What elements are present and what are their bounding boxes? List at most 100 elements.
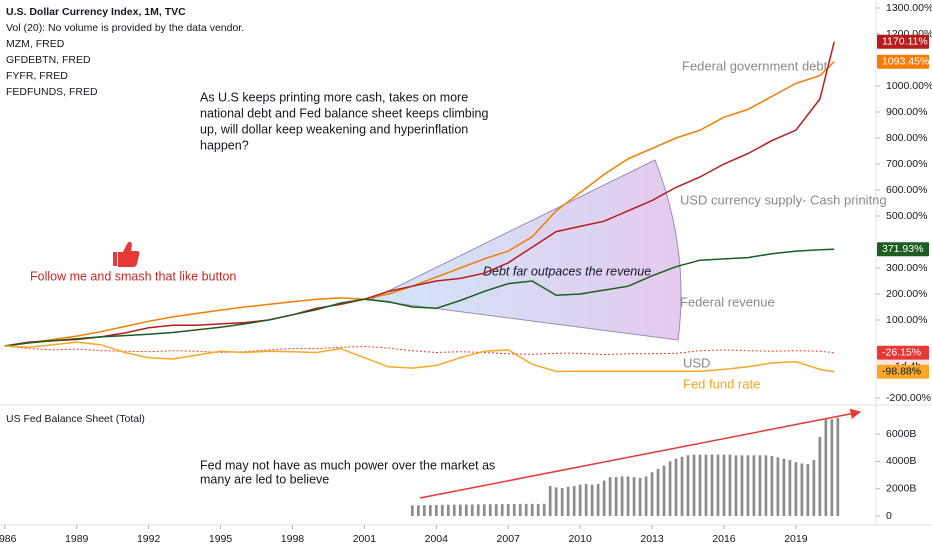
bar	[788, 460, 792, 517]
legend: U.S. Dollar Currency Index, 1M, TVC Vol …	[6, 6, 244, 98]
bar	[752, 455, 756, 517]
bar	[596, 483, 600, 517]
bar	[734, 455, 738, 517]
bar	[644, 476, 648, 517]
series-line	[4, 345, 835, 356]
bar	[650, 472, 654, 517]
x-tick-label: 2001	[353, 533, 377, 545]
last-value-label: 1170.11%	[882, 36, 928, 48]
bar	[434, 504, 438, 517]
y-tick-label: -200.00%	[886, 392, 931, 404]
y-tick-label: 900.00%	[886, 106, 927, 118]
last-value-box	[877, 54, 929, 69]
bar	[506, 504, 510, 517]
bar	[548, 486, 552, 517]
last-value-label: -26.15%	[882, 347, 921, 359]
bar	[776, 457, 780, 517]
bar	[572, 486, 576, 517]
bar	[524, 503, 528, 517]
bar	[566, 486, 570, 517]
bar	[674, 458, 678, 517]
bar	[764, 455, 768, 517]
bar	[584, 483, 588, 517]
series-label: Federal government debt	[682, 58, 828, 73]
bar	[620, 476, 624, 517]
bar	[662, 465, 666, 517]
x-tick-label: 2007	[497, 533, 521, 545]
annotation: Fed may not have as much power over the …	[200, 458, 495, 472]
trend-arrow	[419, 408, 862, 499]
legend-line: Vol (20): No volume is provided by the d…	[6, 22, 244, 34]
annotation: Follow me and smash that like button	[30, 269, 236, 283]
bar	[530, 503, 534, 517]
bar	[512, 504, 516, 517]
legend-line: FYFR, FRED	[6, 70, 68, 82]
bar	[668, 461, 672, 517]
bar	[542, 503, 546, 517]
x-tick-label: 2019	[784, 533, 808, 545]
last-value-box	[877, 242, 929, 257]
bar	[740, 455, 744, 517]
legend-title: U.S. Dollar Currency Index, 1M, TVC	[6, 6, 186, 18]
bar	[482, 504, 486, 517]
annotation: many are led to believe	[200, 472, 329, 486]
x-tick-label: 2016	[712, 533, 736, 545]
annotation: As U.S keeps printing more cash, takes o…	[200, 90, 468, 104]
bar	[728, 454, 732, 517]
pane-title: US Fed Balance Sheet (Total)	[6, 413, 145, 425]
series-line	[4, 41, 835, 347]
fan-shape	[368, 159, 682, 341]
bar	[578, 484, 582, 517]
bar	[818, 436, 822, 517]
bar	[758, 455, 762, 517]
bar	[470, 504, 474, 517]
series-line	[4, 341, 835, 373]
series-label: USD	[683, 355, 710, 370]
bar	[722, 454, 726, 517]
bar	[830, 419, 834, 517]
y-tick-label: 0	[886, 510, 892, 522]
bar	[464, 504, 468, 517]
series-label: USD currency supply- Cash prinitng	[680, 192, 887, 207]
x-tick-label: 2004	[425, 533, 449, 545]
bar	[536, 504, 540, 517]
x-tick-label: 2013	[640, 533, 664, 545]
last-value-box	[877, 345, 929, 360]
bar	[488, 504, 492, 517]
bar	[428, 505, 432, 517]
x-tick-label: 1986	[0, 533, 17, 545]
last-value-box	[877, 34, 929, 49]
series-line	[4, 61, 835, 347]
bar	[794, 462, 798, 517]
legend-line: MZM, FRED	[6, 38, 65, 50]
y-tick-label: 500.00%	[886, 210, 927, 222]
series-label: Fed fund rate	[683, 376, 760, 391]
y-tick-label: 2000B	[886, 483, 916, 495]
bar	[494, 504, 498, 517]
y-tick-label: 700.00%	[886, 158, 927, 170]
bar	[800, 463, 804, 517]
bar	[806, 464, 810, 517]
bar	[416, 505, 420, 517]
bar	[608, 477, 612, 517]
bar	[836, 417, 840, 517]
x-tick-label: 1992	[137, 533, 161, 545]
series-label: Federal revenue	[680, 294, 775, 309]
bar	[656, 468, 660, 517]
bar	[500, 504, 504, 517]
bar	[602, 480, 606, 517]
bar	[704, 454, 708, 517]
bar	[560, 488, 564, 517]
bar	[452, 504, 456, 517]
bar	[422, 505, 426, 517]
bar	[716, 454, 720, 517]
bar	[410, 505, 414, 517]
bar	[440, 504, 444, 517]
bar	[590, 484, 594, 517]
last-value-label: 1093.45%	[882, 55, 929, 67]
y-tick-label: 600.00%	[886, 184, 927, 196]
legend-line: GFDEBTN, FRED	[6, 54, 91, 66]
bar	[824, 419, 828, 517]
